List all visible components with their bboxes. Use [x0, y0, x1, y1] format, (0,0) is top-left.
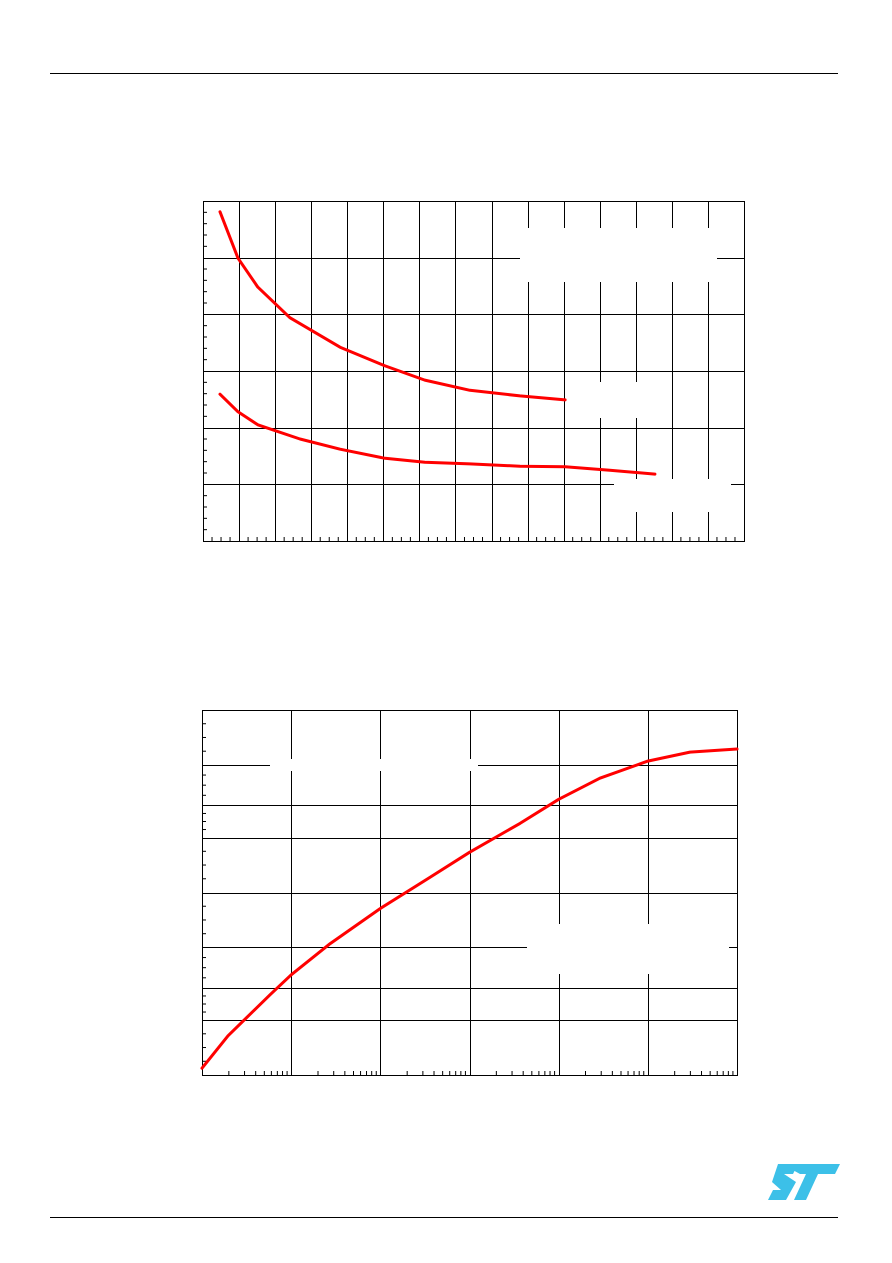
data-line: [200, 747, 739, 1070]
data-line: [218, 392, 657, 476]
label-gap: [270, 759, 478, 771]
label-gap: [527, 924, 729, 974]
chart: [203, 201, 745, 542]
chart: [200, 710, 739, 1076]
plot-frame: [203, 201, 745, 542]
logo-s: [768, 1164, 798, 1200]
data-line: [218, 210, 567, 402]
label-gap: [527, 228, 717, 282]
logo-t: [782, 1164, 840, 1200]
label-gap: [566, 382, 656, 418]
label-gap: [614, 479, 731, 512]
st-logo: [768, 1164, 840, 1200]
plot-frame: [202, 710, 738, 1076]
